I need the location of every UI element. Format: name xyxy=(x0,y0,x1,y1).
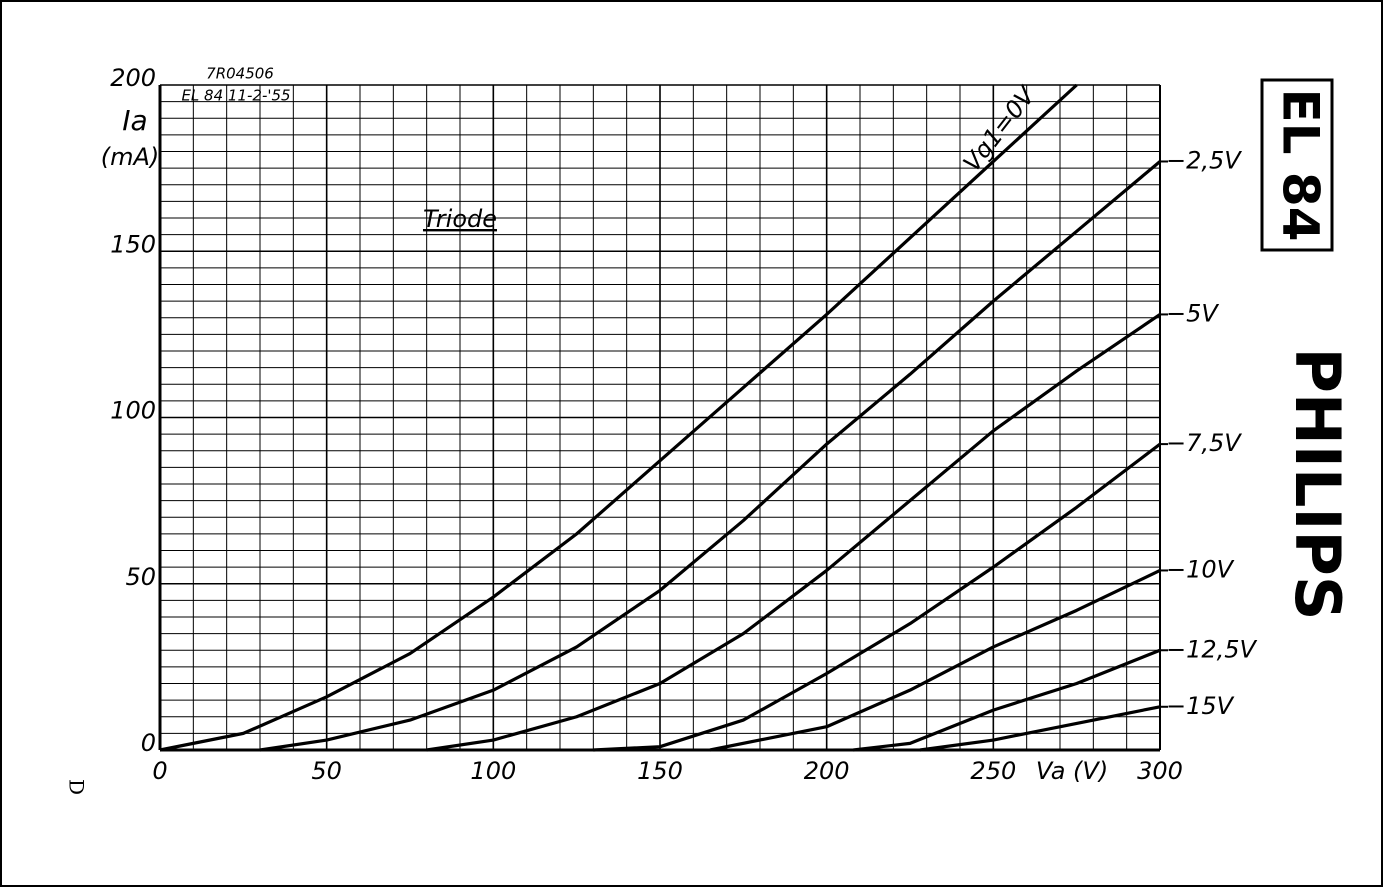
x-tick-label: 0 xyxy=(152,757,167,785)
y-tick-label: 150 xyxy=(110,230,156,258)
x-tick-label: 200 xyxy=(804,757,850,785)
x-label: Va (V) xyxy=(1036,757,1108,785)
curve xyxy=(159,83,1078,752)
curve xyxy=(593,442,1161,752)
y-label: Ia xyxy=(122,104,147,137)
series-label: −15V xyxy=(1166,692,1235,720)
y-tick-label: 50 xyxy=(125,563,156,591)
series-label: −7,5V xyxy=(1166,429,1242,457)
tube-box xyxy=(1260,78,1334,252)
curve xyxy=(426,313,1161,752)
x-tick-label: 250 xyxy=(970,757,1016,785)
x-tick-label: 150 xyxy=(637,757,683,785)
curve xyxy=(853,648,1161,752)
curve xyxy=(709,569,1161,752)
y-tick-label: 200 xyxy=(110,64,156,92)
x-tick-label: 100 xyxy=(470,757,516,785)
tube-name: EL 84 xyxy=(1272,88,1330,241)
series-label: −2,5V xyxy=(1166,146,1242,174)
subcode: EL 84 11-2-'55 xyxy=(181,87,290,105)
curve xyxy=(919,705,1161,752)
series-label: −5V xyxy=(1166,299,1219,327)
curve xyxy=(259,160,1162,752)
x-tick-label: 50 xyxy=(311,757,342,785)
y-tick-label: 100 xyxy=(110,397,156,425)
mark: D xyxy=(65,779,89,795)
series-label: −12,5V xyxy=(1166,635,1258,663)
y-unit: (mA) xyxy=(101,143,160,171)
x-tick-label: 300 xyxy=(1137,757,1183,785)
code: 7R04506 xyxy=(206,65,274,83)
series-label: −10V xyxy=(1166,555,1235,583)
brand: PHILIPS xyxy=(1281,347,1354,620)
y-tick-label: 0 xyxy=(141,729,156,757)
